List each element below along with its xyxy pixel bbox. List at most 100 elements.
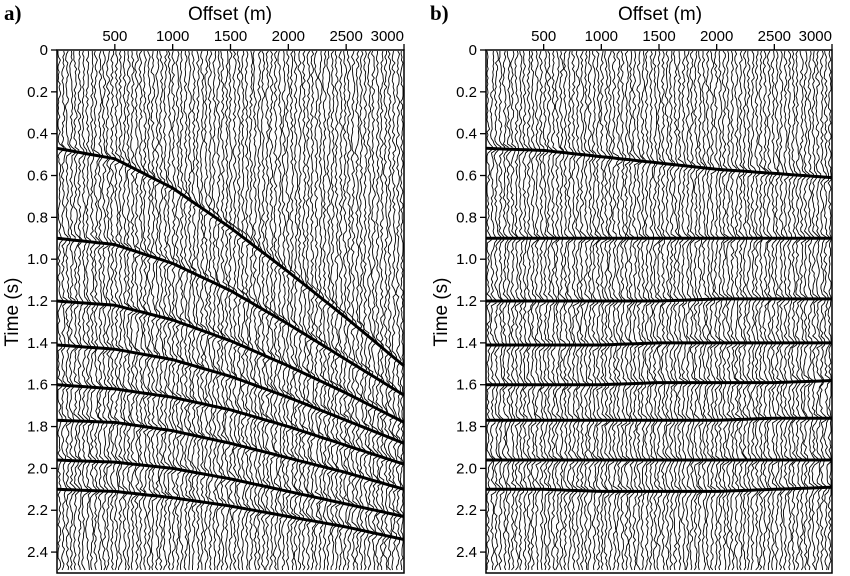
panel-a-reflection-event-7: [56, 458, 405, 518]
panel-b-seismic-trace: [591, 50, 600, 571]
panel-a-seismic-trace: [215, 50, 224, 571]
panel-b-seismic-trace: [607, 50, 616, 571]
panel-a-reflection-event-3: [56, 299, 405, 424]
panel-b-y-tick-label: 1.0: [456, 251, 477, 268]
panel-b-x-tick-label: 1000: [585, 28, 618, 45]
panel-a-reflection-event-4: [56, 343, 405, 445]
panel-a-reflection-event-8: [56, 487, 405, 541]
panel-b-y-tick-label: 1.2: [456, 293, 477, 310]
panel-b-seismic-trace: [787, 50, 795, 571]
panel-a-seismic-trace: [395, 50, 404, 571]
panel-b-seismic-trace: [742, 50, 749, 571]
panel-b-reflection-events: [485, 146, 833, 493]
panel-a-seismic-trace: [228, 50, 237, 571]
panel-b-reflection-event-1: [485, 146, 833, 180]
panel-a-seismic-trace: [113, 50, 122, 571]
panel-a-label: a): [4, 1, 22, 25]
panel-a-seismic-trace: [338, 50, 347, 571]
panel-b-x-tick-label: 1500: [642, 28, 675, 45]
panel-b-seismic-trace: [799, 50, 808, 571]
panel-a-seismic-trace: [277, 50, 285, 571]
panel-b-seismic-trace: [640, 50, 648, 571]
panel-b-seismic-trace: [505, 50, 514, 571]
panel-a-seismic-trace: [97, 50, 106, 570]
panel-b-seismic-trace: [583, 50, 592, 571]
panel-b-seismic-trace: [791, 50, 800, 571]
panel-b-y-tick-label: 2.0: [456, 460, 477, 477]
panel-a-seismic-trace: [301, 50, 311, 571]
panel-a-y-ticks: 0 0.2 0.4 0.6 0.8 1.0 1.2 1.4 1.6 1.8 2.0 2.2 2.4: [27, 42, 57, 561]
panel-a-seismic-trace: [264, 50, 274, 571]
panel-a-seismic-trace: [60, 50, 69, 571]
panel-b-seismic-trace: [559, 50, 567, 571]
panel-a-seismic-trace: [305, 50, 314, 571]
panel-b-seismic-trace: [717, 50, 726, 571]
panel-b-x-tick-label: 2500: [758, 28, 791, 45]
panel-a-y-tick-label: 2.2: [27, 502, 48, 519]
panel-b-reflection-event-6: [486, 416, 832, 422]
panel-b-seismic-trace: [566, 50, 575, 571]
panel-a-seismic-trace: [101, 50, 110, 571]
panel-b-seismic-trace: [672, 50, 681, 571]
panel-a-y-tick-label: 1.2: [27, 293, 48, 310]
panel-a-seismic-trace: [285, 51, 294, 571]
panel-b-trace-area: [486, 50, 832, 571]
panel-a-seismic-trace: [207, 50, 215, 571]
panel-b-seismic-trace: [807, 50, 816, 571]
panel-b-y-tick-label: 0.2: [456, 84, 477, 101]
panel-a-seismic-trace: [236, 50, 245, 571]
panel-b: b) Offset (m) Time (s) 500 1000 1500 2000 25…: [430, 1, 833, 574]
panel-b-x-ticks: 500 1000 1500 2000 2500 3000: [531, 28, 833, 50]
panel-b-seismic-trace: [648, 50, 656, 571]
panel-a-seismic-trace: [317, 50, 326, 571]
panel-a-y-tick-label: 2.4: [27, 544, 48, 561]
panel-b-seismic-trace: [660, 50, 669, 571]
panel-b-y-tick-label: 0.6: [456, 168, 477, 185]
panel-b-seismic-trace: [668, 50, 677, 571]
panel-b-seismic-trace: [803, 50, 811, 571]
panel-a-seismic-trace: [150, 50, 159, 571]
panel-b-seismic-trace: [514, 50, 523, 571]
panel-b-seismic-trace: [656, 50, 665, 571]
panel-a-y-tick-label: 2.0: [27, 460, 48, 477]
panel-b-seismic-trace: [498, 51, 506, 571]
panel-b-seismic-trace: [754, 51, 763, 571]
panel-b-seismic-trace: [738, 50, 747, 571]
panel-b-seismic-trace: [677, 50, 686, 571]
panel-b-seismic-trace: [534, 50, 543, 571]
panel-a-x-ticks: 500 1000 1500 2000 2500 3000: [102, 28, 405, 50]
panel-b-seismic-trace: [811, 50, 820, 571]
panel-b-plot-frame: [485, 49, 833, 574]
panel-b-seismic-trace: [575, 50, 584, 571]
panel-a-y-axis-title: Time (s): [2, 278, 23, 347]
panel-b-seismic-trace: [615, 50, 624, 571]
panel-b-seismic-trace: [538, 50, 546, 571]
panel-b-seismic-trace: [664, 50, 673, 571]
panel-a-y-tick-label: 0.8: [27, 209, 48, 226]
panel-b-seismic-trace: [689, 50, 698, 571]
panel-a-seismic-trace: [183, 50, 192, 571]
panel-b-seismic-trace: [486, 50, 494, 571]
panel-a-reflection-events: [56, 146, 405, 541]
panel-b-seismic-trace: [510, 50, 519, 571]
panel-b-y-tick-label: 0.8: [456, 209, 477, 226]
panel-a-seismic-trace: [195, 50, 204, 571]
panel-a-seismic-trace: [77, 50, 85, 571]
panel-b-seismic-trace: [762, 50, 771, 571]
panel-b-seismic-trace: [758, 50, 767, 571]
panel-a-seismic-trace: [211, 50, 220, 571]
panel-b-x-tick-label: 2000: [700, 28, 733, 45]
panel-b-y-axis-title: Time (s): [431, 278, 452, 347]
panel-a-seismic-trace: [346, 50, 355, 571]
panel-a-seismic-trace: [281, 50, 289, 571]
panel-b-x-tick-label: 500: [531, 28, 556, 45]
panel-b-seismic-trace: [563, 50, 571, 571]
panel-b-seismic-trace: [595, 50, 604, 571]
panel-a-seismic-trace: [174, 50, 184, 571]
panel-b-y-ticks: 0 0.2 0.4 0.6 0.8 1.0 1.2 1.4 1.6 1.8 2.0 2.2 2.4: [456, 42, 486, 561]
panel-a-seismic-trace: [154, 50, 163, 571]
panel-a-seismic-trace: [358, 50, 368, 571]
panel-b-y-tick-label: 1.6: [456, 377, 477, 394]
panel-a-y-tick-label: 0: [40, 42, 48, 59]
